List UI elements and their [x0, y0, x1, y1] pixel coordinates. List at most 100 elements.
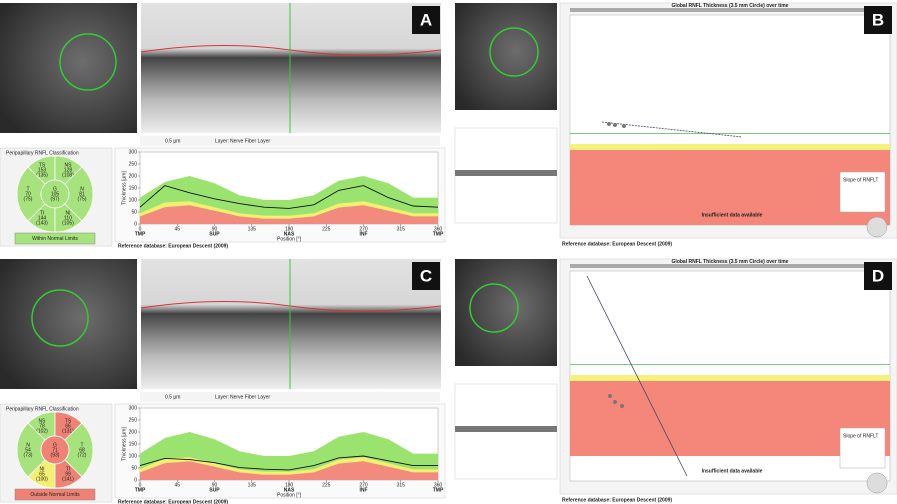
fundus-image [0, 259, 137, 389]
trend-point [613, 123, 617, 127]
region-label: NAS [284, 231, 295, 237]
x-tick-label: 315 [397, 226, 406, 232]
measured-line [139, 455, 438, 471]
sector-normal: (105) [62, 220, 74, 226]
fundus-image [0, 3, 137, 133]
reference: Reference database: European Descent (20… [562, 241, 672, 247]
panel-label: A [420, 10, 432, 29]
classification-title: Peripapillary RNFL Classification [6, 150, 79, 156]
panel: 0.5 µm Layer: Nerve Fiber Layer Peripapilla… [0, 259, 446, 504]
x-tick-label: 225 [322, 226, 331, 232]
y-tick-label: 0 [134, 477, 137, 483]
sector-normal: (73) [24, 452, 33, 458]
borderline-area [570, 144, 890, 150]
sector-normal: (75) [78, 196, 87, 202]
sector-normal: (93) [51, 452, 60, 458]
sector-normal: (143) [36, 220, 48, 226]
trend-line [586, 275, 688, 477]
sector-normal: (100) [36, 476, 48, 482]
sector [64, 422, 94, 478]
fundus-image [455, 3, 557, 110]
x-tick-label: 360 [434, 226, 443, 232]
sector [54, 459, 83, 489]
region-label: SUP [209, 487, 220, 493]
x-tick-label: 315 [397, 482, 406, 488]
panel-label-box [412, 262, 440, 290]
reference: Reference database: European Descent (20… [562, 497, 672, 503]
sector-name: TS [39, 162, 46, 168]
measured-line [139, 185, 439, 209]
y-tick-label: 250 [129, 161, 138, 167]
normal-green-line [570, 364, 890, 365]
x-tick-label: 225 [322, 482, 331, 488]
y-tick-label: 0 [134, 221, 137, 227]
sector-normal: (97) [51, 196, 60, 202]
sector-name: TS [65, 418, 72, 424]
sector-value: 70 [25, 191, 31, 197]
sector-normal: (102) [36, 428, 48, 434]
bscan-band [455, 426, 557, 432]
borderline-area [570, 375, 890, 381]
eye-compass [866, 472, 888, 494]
scan-circle [59, 33, 117, 91]
panel-label-box [864, 262, 892, 290]
y-tick-label: 150 [129, 441, 138, 447]
y-tick-label: 300 [129, 405, 138, 411]
reference: Reference database: European Descent (20… [118, 499, 228, 504]
slope-box [839, 427, 886, 469]
sector-name: G [53, 442, 57, 448]
sector-value: 105 [51, 191, 60, 197]
bscan-band [455, 170, 557, 176]
y-tick-label: 200 [129, 429, 138, 435]
x-tick-label: 45 [174, 226, 180, 232]
sector-name: G [53, 186, 57, 192]
status: Within Normal Limits [32, 236, 78, 242]
region-label: TMP [433, 231, 444, 237]
toolbar-layer-label: Layer: [215, 394, 229, 400]
insufficient-label: Insufficient data available [702, 212, 763, 218]
sector-value: 128 [64, 167, 73, 173]
sector-name: T [80, 442, 83, 448]
sector-name: NS [39, 418, 47, 424]
sector-value: 81 [79, 191, 85, 197]
panel-label: C [420, 266, 432, 285]
sector-value: 144 [38, 215, 47, 221]
trend-point [613, 400, 617, 404]
normal-green-line [570, 133, 890, 134]
title-bar [570, 8, 890, 12]
x-tick-label: 180 [285, 482, 294, 488]
trend-line [601, 121, 743, 138]
x-tick-label: 135 [248, 482, 257, 488]
sector-name: TI [66, 466, 70, 472]
region-label: SUP [209, 231, 220, 237]
y-axis-label: Thickness [µm] [121, 427, 127, 461]
sector-normal: (75) [24, 196, 33, 202]
trend-point [620, 404, 624, 408]
sector [64, 166, 94, 222]
x-tick-label: 90 [212, 226, 218, 232]
slope-box [839, 171, 886, 213]
y-tick-label: 50 [131, 209, 137, 215]
sector-normal: (72) [78, 452, 87, 458]
x-axis-label: Position [°] [277, 236, 302, 242]
toolbar [140, 136, 440, 146]
sector-normal: (108) [62, 172, 74, 178]
sector-value: 66 [65, 423, 71, 429]
x-tick-label: 0 [139, 226, 142, 232]
y-tick-label: 300 [129, 149, 138, 155]
sector-name: NI [66, 210, 71, 216]
band-area [140, 461, 438, 480]
trend-point [622, 124, 626, 128]
oct-scan [141, 259, 441, 389]
slope-label: Slope of RNFLT [843, 177, 878, 183]
toolbar-scale: 0.5 µm [165, 394, 180, 400]
insufficient-label: Insufficient data available [702, 468, 763, 474]
status: Outside Normal Limits [30, 492, 80, 498]
panel-label: B [872, 10, 884, 29]
panel-label-box [864, 6, 892, 34]
x-tick-label: 45 [174, 482, 180, 488]
trend-title: Global RNFL Thickness (3.5 mm Circle) ov… [672, 259, 789, 265]
y-tick-label: 150 [129, 185, 138, 191]
sector-value: 54 [25, 447, 31, 453]
